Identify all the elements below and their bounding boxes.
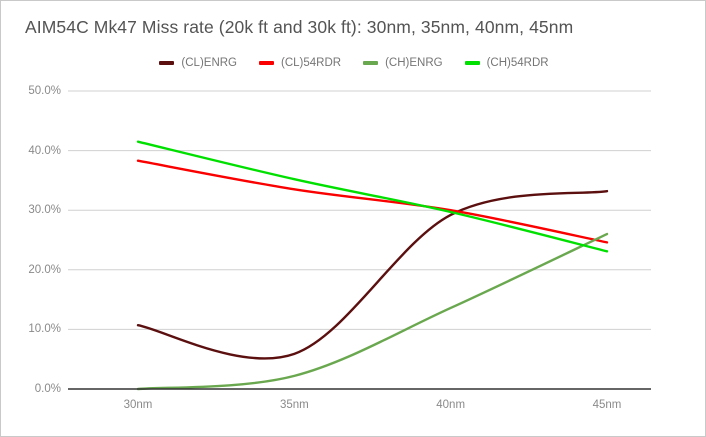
gridlines	[68, 90, 651, 330]
legend-label-ch-enrg: (CH)ENRG	[385, 57, 443, 69]
legend-item-ch-54rdr[interactable]: (CH)54RDR	[464, 57, 549, 69]
y-tick-label: 50.0%	[28, 85, 61, 97]
legend-item-ch-enrg[interactable]: (CH)ENRG	[363, 57, 443, 69]
legend-item-cl-enrg[interactable]: (CL)ENRG	[159, 57, 237, 69]
legend-item-cl-54rdr[interactable]: (CL)54RDR	[259, 57, 341, 69]
series-line-cl-54rdr	[136, 159, 609, 244]
y-tick-label: 10.0%	[28, 323, 61, 336]
y-tick-label: 20.0%	[28, 263, 61, 276]
series-line-ch-enrg	[136, 232, 609, 391]
series-line-cl-enrg	[136, 189, 609, 360]
x-tick-label: 40nm	[436, 399, 466, 411]
chart-title: AIM54C Mk47 Miss rate (20k ft and 30k ft…	[25, 17, 574, 37]
y-tick-label: 40.0%	[28, 144, 61, 157]
legend-swatch-cl-54rdr	[259, 61, 275, 65]
series-lines	[136, 140, 609, 391]
x-tick-label: 30nm	[123, 399, 153, 411]
legend-swatch-ch-enrg	[363, 61, 379, 65]
series-line-ch-54rdr	[136, 140, 609, 253]
legend-swatch-cl-enrg	[159, 61, 175, 65]
legend-label-ch-54rdr: (CH)54RDR	[486, 57, 549, 69]
legend-swatch-ch-54rdr	[464, 61, 480, 65]
chart-legend: (CL)ENRG (CL)54RDR (CH)ENRG (CH)54RDR	[1, 57, 705, 69]
legend-label-cl-enrg: (CL)ENRG	[181, 57, 238, 69]
x-tick-label: 35nm	[279, 399, 309, 411]
y-tick-label: 30.0%	[28, 204, 61, 217]
x-tick-label: 45nm	[592, 399, 622, 411]
legend-label-cl-54rdr: (CL)54RDR	[281, 57, 342, 69]
y-tick-label: 0.0%	[34, 383, 61, 395]
